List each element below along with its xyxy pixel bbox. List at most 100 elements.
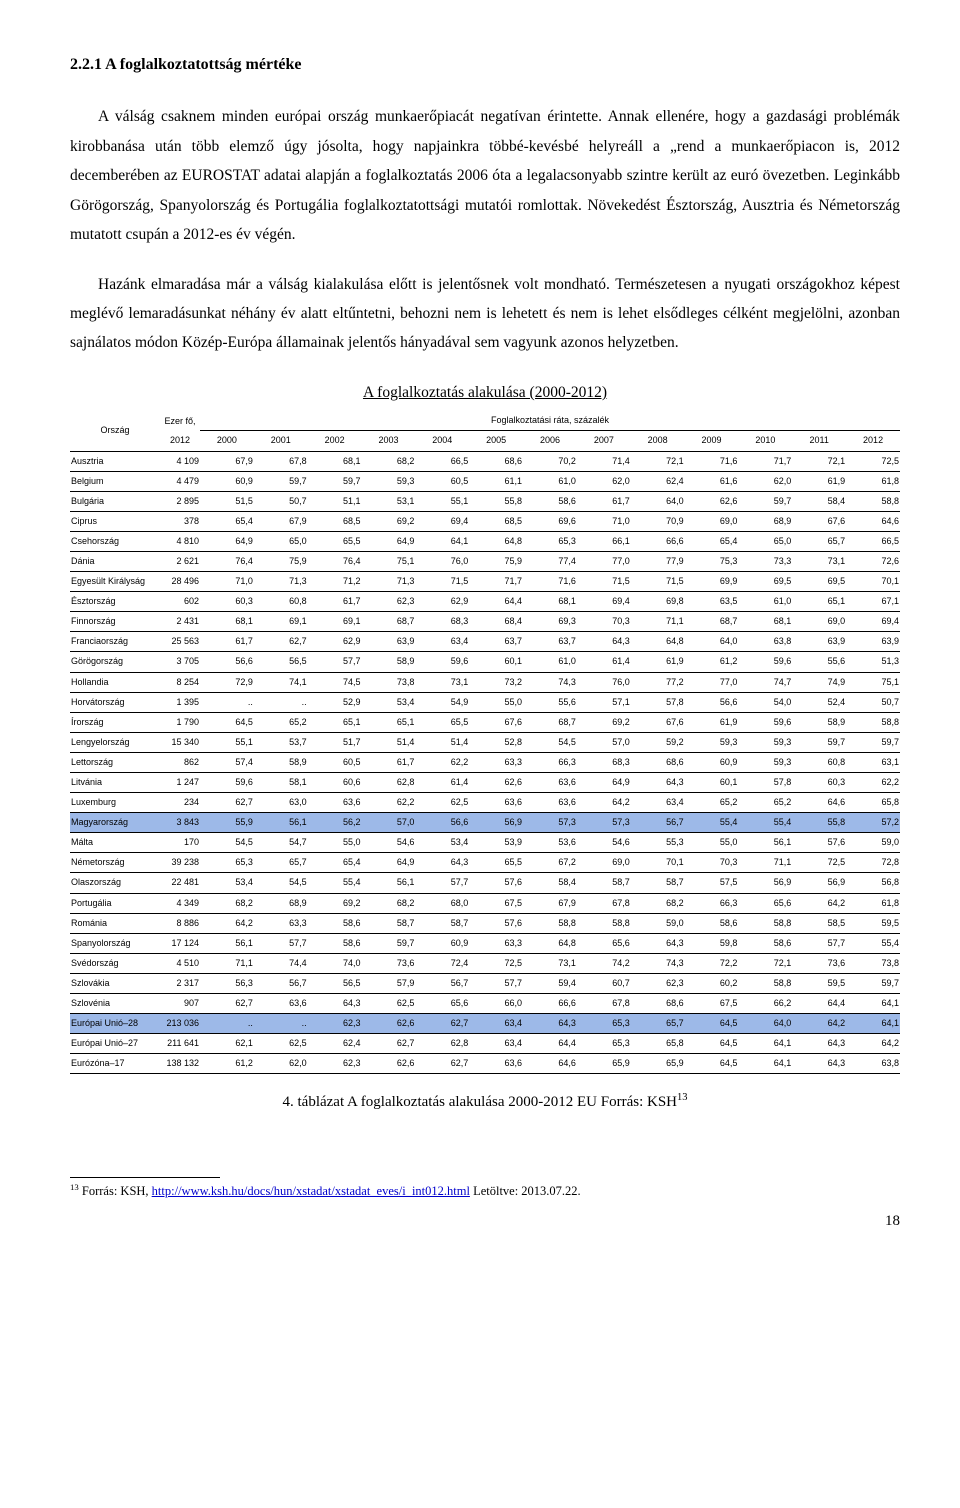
cell-value: 64,3 xyxy=(631,773,685,793)
cell-value: 67,5 xyxy=(685,994,739,1014)
cell-value: 54,6 xyxy=(362,833,416,853)
cell-value: 69,5 xyxy=(792,572,846,592)
cell-country: Olaszország xyxy=(70,873,160,893)
cell-value: 63,3 xyxy=(254,913,308,933)
th-year: 2003 xyxy=(362,431,416,451)
cell-value: 69,2 xyxy=(362,511,416,531)
cell-value: 65,7 xyxy=(631,1014,685,1034)
cell-value: 59,0 xyxy=(846,833,900,853)
cell-value: 64,8 xyxy=(523,933,577,953)
cell-value: 65,2 xyxy=(685,793,739,813)
th-year: 2004 xyxy=(415,431,469,451)
table-row: Eurózóna–17138 13261,262,062,362,662,763… xyxy=(70,1054,900,1074)
cell-value: 69,6 xyxy=(523,511,577,531)
cell-value: 56,3 xyxy=(200,973,254,993)
cell-pop: 211 641 xyxy=(160,1034,200,1054)
cell-pop: 22 481 xyxy=(160,873,200,893)
cell-value: 57,6 xyxy=(469,913,523,933)
cell-value: 53,9 xyxy=(469,833,523,853)
cell-value: 65,3 xyxy=(200,853,254,873)
cell-value: 62,7 xyxy=(415,1054,469,1074)
cell-value: 64,9 xyxy=(577,773,631,793)
cell-value: 61,6 xyxy=(685,471,739,491)
cell-value: 62,3 xyxy=(308,1014,362,1034)
cell-value: 62,1 xyxy=(200,1034,254,1054)
table-row: Litvánia1 24759,658,160,662,861,462,663,… xyxy=(70,773,900,793)
table-row: Szlovénia90762,763,664,362,565,666,066,6… xyxy=(70,994,900,1014)
cell-pop: 2 431 xyxy=(160,612,200,632)
cell-value: 77,4 xyxy=(523,551,577,571)
table-row: Spanyolország17 12456,157,758,659,760,96… xyxy=(70,933,900,953)
cell-value: 70,9 xyxy=(631,511,685,531)
cell-value: 63,6 xyxy=(523,793,577,813)
cell-value: 62,2 xyxy=(362,793,416,813)
cell-value: 66,5 xyxy=(846,531,900,551)
cell-value: 76,0 xyxy=(415,551,469,571)
cell-value: 56,1 xyxy=(200,933,254,953)
cell-value: 56,9 xyxy=(792,873,846,893)
cell-value: 64,1 xyxy=(738,1054,792,1074)
cell-pop: 17 124 xyxy=(160,933,200,953)
cell-value: 68,5 xyxy=(308,511,362,531)
cell-value: 58,9 xyxy=(362,652,416,672)
cell-value: 65,5 xyxy=(415,712,469,732)
cell-value: 61,9 xyxy=(792,471,846,491)
cell-value: 63,3 xyxy=(469,752,523,772)
th-year: 2009 xyxy=(685,431,739,451)
table-row: Luxemburg23462,763,063,662,262,563,663,6… xyxy=(70,793,900,813)
cell-value: 73,3 xyxy=(738,551,792,571)
cell-value: 65,9 xyxy=(577,1054,631,1074)
cell-value: 72,8 xyxy=(846,853,900,873)
table-row: Finnország2 43168,169,169,168,768,368,46… xyxy=(70,612,900,632)
cell-country: Málta xyxy=(70,833,160,853)
cell-value: 59,6 xyxy=(200,773,254,793)
cell-pop: 378 xyxy=(160,511,200,531)
cell-value: 58,6 xyxy=(308,913,362,933)
cell-value: 75,3 xyxy=(685,551,739,571)
cell-value: 58,8 xyxy=(846,712,900,732)
cell-value: 65,5 xyxy=(469,853,523,873)
footnote-link[interactable]: http://www.ksh.hu/docs/hun/xstadat/xstad… xyxy=(152,1184,470,1198)
cell-value: 64,3 xyxy=(631,933,685,953)
cell-value: 77,2 xyxy=(631,672,685,692)
cell-value: 67,9 xyxy=(254,511,308,531)
cell-value: 56,2 xyxy=(308,813,362,833)
cell-value: 57,2 xyxy=(846,813,900,833)
cell-value: 61,0 xyxy=(738,592,792,612)
table-row: Ciprus37865,467,968,569,269,468,569,671,… xyxy=(70,511,900,531)
cell-value: 57,8 xyxy=(738,773,792,793)
cell-value: 77,0 xyxy=(577,551,631,571)
cell-pop: 4 479 xyxy=(160,471,200,491)
cell-country: Európai Unió–28 xyxy=(70,1014,160,1034)
cell-value: 69,3 xyxy=(523,612,577,632)
cell-value: 62,9 xyxy=(415,592,469,612)
cell-value: 66,6 xyxy=(523,994,577,1014)
cell-value: 70,3 xyxy=(685,853,739,873)
cell-value: 71,1 xyxy=(631,612,685,632)
table-row: Egyesült Királyság28 49671,071,371,271,3… xyxy=(70,572,900,592)
cell-value: 62,6 xyxy=(362,1054,416,1074)
cell-value: 63,3 xyxy=(469,933,523,953)
cell-value: 74,3 xyxy=(631,953,685,973)
table-row: Svédország4 51071,174,474,073,672,472,57… xyxy=(70,953,900,973)
cell-value: .. xyxy=(254,1014,308,1034)
cell-value: 74,7 xyxy=(738,672,792,692)
cell-value: 68,2 xyxy=(362,893,416,913)
cell-value: 65,4 xyxy=(685,531,739,551)
paragraph-1: A válság csaknem minden európai ország m… xyxy=(70,102,900,249)
cell-value: 62,6 xyxy=(685,491,739,511)
cell-value: 64,6 xyxy=(523,1054,577,1074)
cell-value: 63,7 xyxy=(469,632,523,652)
table-row: Románia8 88664,263,358,658,758,757,658,8… xyxy=(70,913,900,933)
cell-value: 71,7 xyxy=(738,451,792,471)
cell-country: Szlovénia xyxy=(70,994,160,1014)
cell-value: 61,0 xyxy=(523,471,577,491)
cell-value: 71,0 xyxy=(200,572,254,592)
cell-value: 59,7 xyxy=(254,471,308,491)
cell-value: 69,2 xyxy=(308,893,362,913)
cell-value: 69,1 xyxy=(308,612,362,632)
cell-pop: 1 790 xyxy=(160,712,200,732)
cell-value: 61,7 xyxy=(362,752,416,772)
cell-pop: 28 496 xyxy=(160,572,200,592)
cell-value: 57,3 xyxy=(577,813,631,833)
